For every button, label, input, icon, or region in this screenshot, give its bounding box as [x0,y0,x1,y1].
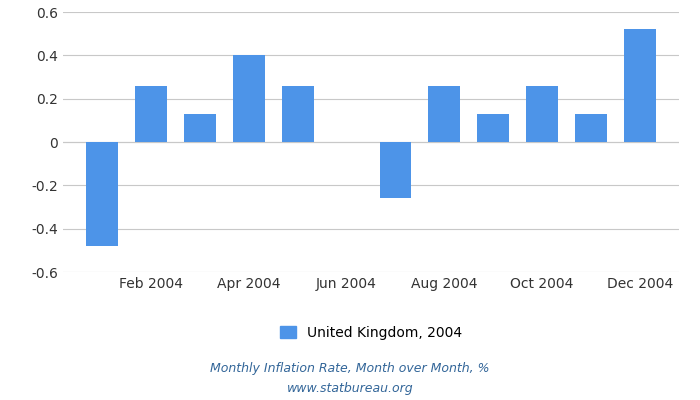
Bar [526,86,558,142]
Bar [184,114,216,142]
Bar [135,86,167,142]
Bar [575,114,607,142]
Bar [282,86,314,142]
Bar [624,29,656,142]
Bar [477,114,509,142]
Bar [428,86,460,142]
Text: Monthly Inflation Rate, Month over Month, %: Monthly Inflation Rate, Month over Month… [210,362,490,375]
Bar [86,142,118,246]
Bar [379,142,412,198]
Text: www.statbureau.org: www.statbureau.org [287,382,413,395]
Legend: United Kingdom, 2004: United Kingdom, 2004 [279,326,463,340]
Bar [233,55,265,142]
